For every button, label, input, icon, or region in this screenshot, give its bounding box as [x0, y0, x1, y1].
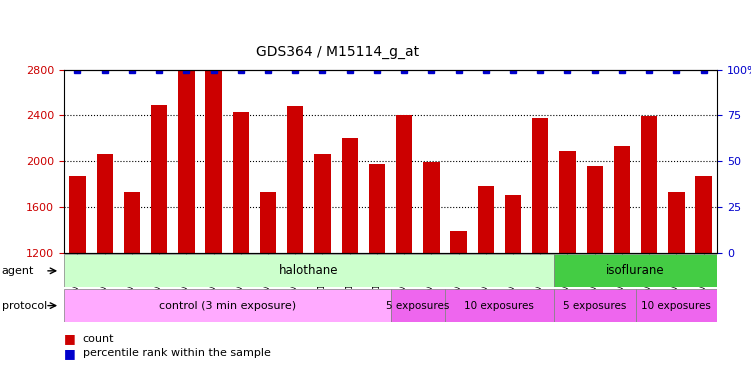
Text: 5 exposures: 5 exposures: [563, 300, 626, 311]
Bar: [391, 289, 445, 322]
Bar: [314, 154, 330, 366]
Bar: [554, 254, 717, 287]
Bar: [451, 231, 467, 366]
Bar: [445, 289, 554, 322]
Bar: [587, 165, 603, 366]
Bar: [559, 151, 575, 366]
Bar: [287, 106, 303, 366]
Text: control (3 min exposure): control (3 min exposure): [158, 300, 296, 311]
Bar: [64, 254, 554, 287]
Bar: [64, 289, 391, 322]
Bar: [478, 186, 494, 366]
Bar: [505, 195, 521, 366]
Bar: [695, 176, 712, 366]
Bar: [233, 112, 249, 366]
Bar: [260, 192, 276, 366]
Bar: [614, 146, 630, 366]
Bar: [396, 115, 412, 366]
Bar: [641, 116, 657, 366]
Bar: [668, 192, 684, 366]
Text: count: count: [83, 333, 114, 344]
Bar: [151, 105, 167, 366]
Bar: [369, 164, 385, 366]
Bar: [342, 138, 358, 366]
Bar: [554, 289, 635, 322]
Text: percentile rank within the sample: percentile rank within the sample: [83, 348, 270, 358]
Text: 10 exposures: 10 exposures: [464, 300, 535, 311]
Text: ■: ■: [64, 347, 76, 360]
Text: 5 exposures: 5 exposures: [386, 300, 449, 311]
Text: isoflurane: isoflurane: [606, 264, 665, 277]
Text: agent: agent: [2, 266, 34, 276]
Bar: [69, 176, 86, 366]
Text: GDS364 / M15114_g_at: GDS364 / M15114_g_at: [256, 45, 420, 59]
Bar: [206, 70, 222, 366]
Bar: [424, 162, 439, 366]
Bar: [178, 70, 195, 366]
Bar: [635, 289, 717, 322]
Bar: [96, 154, 113, 366]
Text: protocol: protocol: [2, 300, 47, 311]
Bar: [532, 117, 548, 366]
Text: ■: ■: [64, 332, 76, 345]
Text: halothane: halothane: [279, 264, 339, 277]
Text: 10 exposures: 10 exposures: [641, 300, 711, 311]
Bar: [124, 192, 140, 366]
